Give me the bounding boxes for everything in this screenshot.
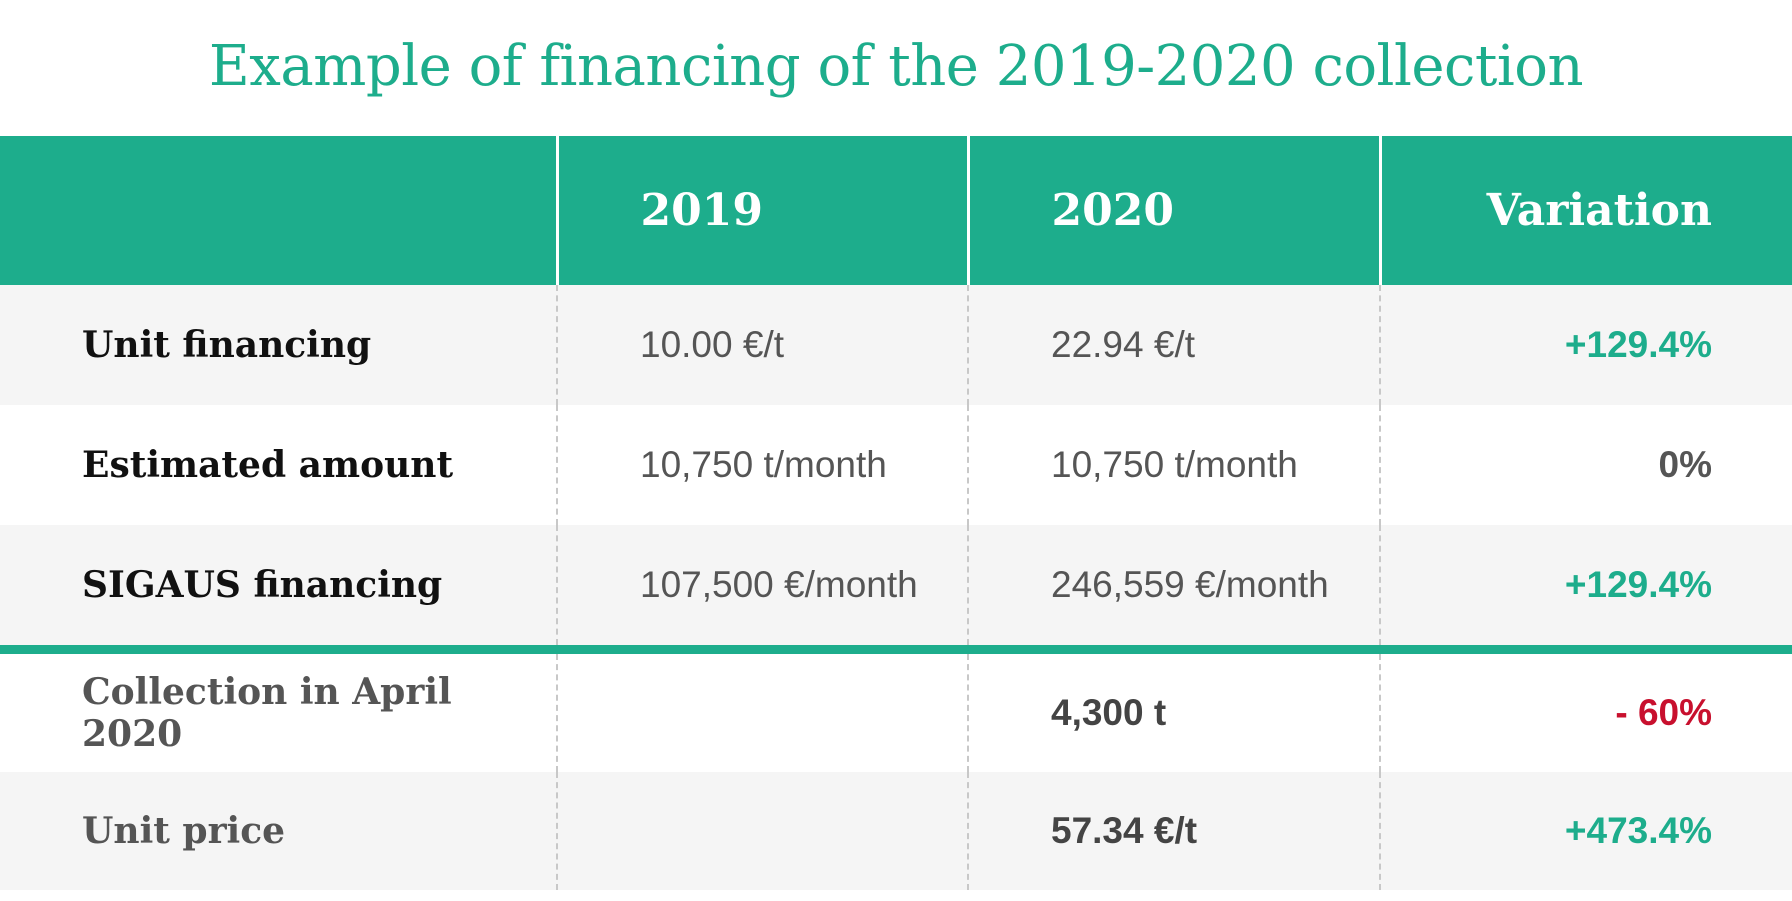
value-2020: 246,559 €/month	[967, 525, 1380, 650]
value-2019: 10.00 €/t	[556, 285, 968, 405]
value-2020: 10,750 t/month	[967, 405, 1380, 525]
header-2020: 2020	[966, 136, 1380, 285]
header-variation: Variation	[1378, 136, 1792, 285]
value-2019	[556, 772, 968, 890]
value-2020: 57.34 €/t	[967, 772, 1380, 890]
table-row-sigaus-financing: SIGAUS financing 107,500 €/month 246,559…	[0, 525, 1792, 650]
header-2019: 2019	[555, 136, 968, 285]
table-row-collection-april: Collection in April 2020 4,300 t - 60%	[0, 645, 1792, 772]
value-2019: 107,500 €/month	[556, 525, 968, 650]
value-2019	[556, 645, 968, 772]
page-title: Example of financing of the 2019-2020 co…	[208, 34, 1584, 99]
variation-value: 0%	[1379, 405, 1792, 525]
variation-value: +129.4%	[1379, 525, 1792, 650]
row-label: Unit financing	[0, 285, 557, 405]
row-label: Unit price	[0, 772, 557, 890]
variation-value: - 60%	[1379, 645, 1792, 772]
header-row: 2019 2020 Variation	[0, 136, 1792, 285]
table-row-unit-financing: Unit financing 10.00 €/t 22.94 €/t +129.…	[0, 285, 1792, 405]
row-label: Collection in April 2020	[0, 645, 557, 772]
header-empty	[0, 136, 557, 285]
value-2019: 10,750 t/month	[556, 405, 968, 525]
financing-table: 2019 2020 Variation Unit financing 10.00…	[0, 136, 1792, 890]
row-label: Estimated amount	[82, 444, 454, 486]
table-row-estimated-amount: Estimated amount 10,750 t/month 10,750 t…	[0, 405, 1792, 525]
value-2020: 22.94 €/t	[967, 285, 1380, 405]
table-row-unit-price: Unit price 57.34 €/t +473.4%	[0, 772, 1792, 890]
variation-value: +473.4%	[1379, 772, 1792, 890]
row-label: SIGAUS financing	[0, 525, 557, 650]
value-2020: 4,300 t	[967, 645, 1380, 772]
variation-value: +129.4%	[1379, 285, 1792, 405]
